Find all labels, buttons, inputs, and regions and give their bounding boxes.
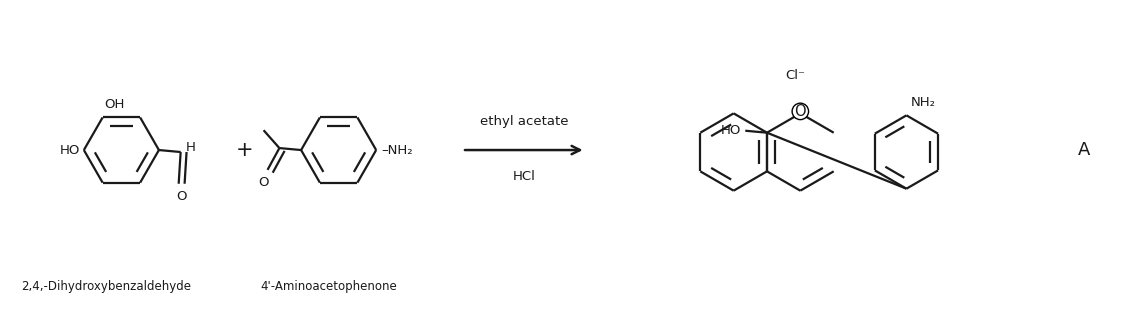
Text: HO: HO [721, 124, 741, 137]
Text: O: O [795, 104, 806, 119]
Text: NH₂: NH₂ [910, 96, 935, 109]
Text: Cl⁻: Cl⁻ [786, 69, 805, 82]
Text: A: A [1078, 141, 1090, 159]
Text: ethyl acetate: ethyl acetate [480, 115, 568, 128]
Text: HCl: HCl [513, 170, 535, 183]
Text: O: O [258, 176, 268, 189]
Text: H: H [186, 140, 196, 153]
Text: 4'-Aminoacetophenone: 4'-Aminoacetophenone [260, 280, 397, 293]
Text: +: + [235, 140, 254, 160]
Text: –NH₂: –NH₂ [381, 144, 413, 157]
Text: HO: HO [60, 144, 80, 157]
Text: O: O [177, 190, 187, 203]
Text: 2,4,-Dihydroxybenzaldehyde: 2,4,-Dihydroxybenzaldehyde [22, 280, 191, 293]
Text: OH: OH [104, 99, 125, 112]
